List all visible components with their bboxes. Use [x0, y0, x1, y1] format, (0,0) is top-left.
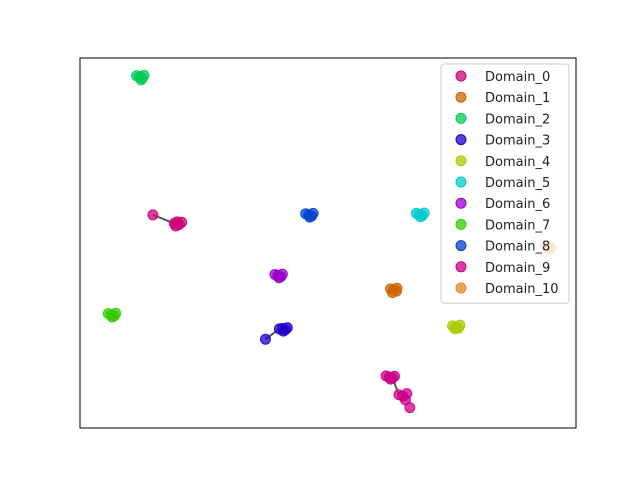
point-domain-9-9	[404, 402, 416, 414]
legend-marker-domain-6	[455, 197, 467, 209]
legend-marker-domain-5	[455, 176, 467, 188]
legend-marker-domain-0	[455, 70, 467, 82]
legend: Domain_0 Domain_1 Domain_2 Domain_3 Domain_4…	[440, 63, 570, 304]
legend-label-domain-9: Domain_9	[485, 261, 550, 276]
point-domain-9-4	[388, 370, 400, 382]
legend-label-domain-5: Domain_5	[485, 176, 550, 191]
legend-label-domain-0: Domain_0	[485, 70, 550, 85]
legend-label-domain-4: Domain_4	[485, 155, 550, 170]
point-domain-2-4	[138, 69, 150, 81]
point-domain-0-4	[170, 220, 182, 232]
point-domain-8-4	[307, 207, 319, 219]
point-domain-7-4	[110, 307, 122, 319]
legend-marker-domain-1	[455, 91, 467, 103]
legend-label-domain-6: Domain_6	[485, 197, 550, 212]
legend-marker-domain-8	[455, 240, 467, 252]
legend-marker-domain-4	[455, 155, 467, 167]
legend-marker-domain-3	[455, 134, 467, 146]
plot-area-frame	[79, 57, 577, 429]
legend-label-domain-1: Domain_1	[485, 91, 550, 106]
point-domain-1-4	[391, 282, 403, 294]
legend-marker-domain-7	[455, 218, 467, 230]
point-domain-6-4	[276, 268, 288, 280]
legend-marker-domain-10	[455, 282, 467, 294]
connector-lines	[152, 213, 400, 396]
legend-label-domain-8: Domain_8	[485, 240, 550, 255]
point-domain-0-5	[147, 209, 159, 221]
point-domain-5-4	[418, 207, 430, 219]
legend-box	[440, 63, 570, 304]
legend-label-domain-7: Domain_7	[485, 218, 550, 233]
legend-label-domain-2: Domain_2	[485, 112, 550, 127]
point-domain-4-4	[454, 319, 466, 331]
legend-label-domain-3: Domain_3	[485, 134, 550, 149]
legend-label-domain-10: Domain_10	[485, 282, 559, 297]
legend-marker-domain-2	[455, 112, 467, 124]
point-domain-3-4	[281, 322, 293, 334]
point-domain-3-5	[260, 333, 272, 345]
legend-marker-domain-9	[455, 261, 467, 273]
